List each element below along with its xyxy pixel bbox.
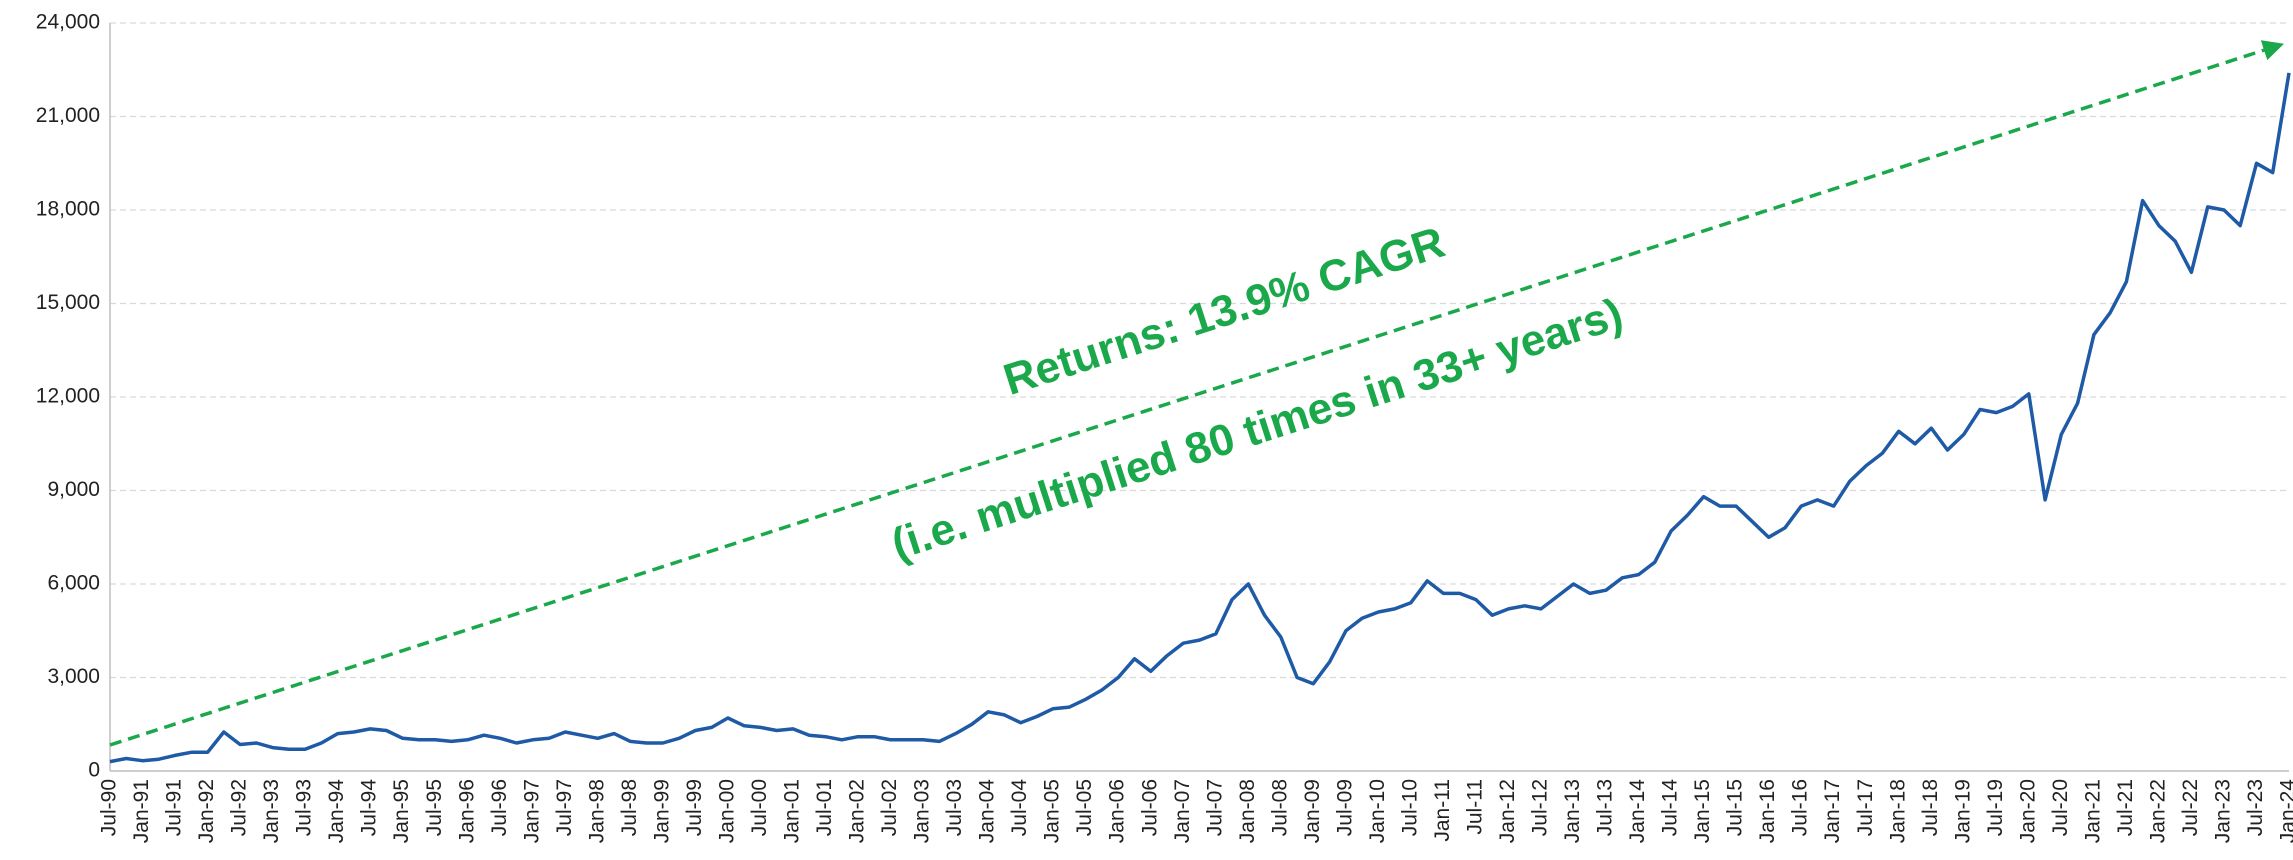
- x-tick-label: Jul-18: [1919, 779, 1942, 836]
- x-tick-label: Jan-99: [650, 779, 673, 843]
- x-tick-label: Jan-15: [1691, 779, 1714, 843]
- x-tick-label: Jan-97: [520, 779, 543, 843]
- x-tick-label: Jul-05: [1073, 779, 1096, 836]
- y-tick-label: 24,000: [36, 11, 100, 34]
- x-tick-label: Jan-92: [195, 779, 218, 843]
- x-tick-label: Jul-11: [1463, 779, 1486, 835]
- x-tick-label: Jan-04: [976, 779, 999, 844]
- x-tick-label: Jan-94: [325, 779, 348, 844]
- x-tick-label: Jul-90: [98, 779, 121, 836]
- x-tick-label: Jul-96: [488, 779, 511, 836]
- y-tick-label: 6,000: [47, 572, 100, 595]
- x-tick-label: Jul-08: [1268, 779, 1291, 836]
- x-tick-label: Jul-02: [878, 779, 901, 836]
- x-tick-label: Jan-14: [1626, 779, 1649, 844]
- x-tick-label: Jan-06: [1106, 779, 1129, 843]
- y-tick-label: 9,000: [47, 478, 100, 501]
- x-tick-label: Jan-03: [911, 779, 934, 843]
- x-tick-label: Jul-95: [423, 779, 446, 836]
- x-tick-label: Jan-01: [781, 779, 804, 843]
- x-tick-label: Jul-94: [358, 779, 381, 837]
- x-tick-label: Jan-19: [1951, 779, 1974, 843]
- y-tick-label: 21,000: [36, 104, 100, 127]
- x-tick-label: Jan-95: [390, 779, 413, 843]
- y-tick-label: 15,000: [36, 291, 100, 314]
- x-tick-label: Jul-93: [293, 779, 316, 836]
- x-tick-label: Jul-13: [1594, 779, 1617, 836]
- x-tick-label: Jul-09: [1333, 779, 1356, 836]
- y-tick-label: 12,000: [36, 385, 100, 408]
- x-tick-label: Jan-02: [846, 779, 869, 843]
- x-tick-label: Jan-12: [1496, 779, 1519, 843]
- data-line: [109, 72, 2291, 764]
- x-tick-label: Jul-92: [228, 779, 251, 836]
- x-tick-label: Jul-91: [163, 779, 186, 836]
- x-tick-label: Jul-99: [683, 779, 706, 836]
- x-tick-label: Jul-06: [1138, 779, 1161, 836]
- x-tick-label: Jul-20: [2049, 779, 2072, 836]
- x-tick-label: Jan-11: [1431, 779, 1454, 842]
- x-tick-label: Jul-01: [813, 779, 836, 836]
- x-tick-label: Jul-07: [1203, 779, 1226, 836]
- x-tick-label: Jul-12: [1529, 779, 1552, 836]
- y-tick-label: 0: [88, 759, 100, 782]
- x-tick-label: Jan-23: [2212, 779, 2235, 843]
- x-tick-label: Jul-16: [1789, 779, 1812, 836]
- x-tick-label: Jul-03: [943, 779, 966, 836]
- x-tick-label: Jan-05: [1041, 779, 1064, 843]
- y-tick-label: 18,000: [36, 198, 100, 221]
- x-tick-label: Jan-91: [130, 779, 153, 843]
- x-tick-label: Jan-17: [1821, 779, 1844, 843]
- x-tick-label: Jul-00: [748, 779, 771, 836]
- x-tick-label: Jan-24: [2277, 779, 2293, 844]
- x-tick-label: Jul-10: [1398, 779, 1421, 836]
- x-tick-label: Jul-17: [1854, 779, 1877, 836]
- x-tick-label: Jan-16: [1756, 779, 1779, 843]
- x-tick-label: Jan-08: [1236, 779, 1259, 843]
- x-tick-label: Jan-00: [715, 779, 738, 843]
- x-tick-label: Jul-21: [2114, 779, 2137, 836]
- x-tick-label: Jul-04: [1008, 779, 1031, 837]
- x-tick-label: Jan-10: [1366, 779, 1389, 843]
- x-tick-label: Jan-96: [455, 779, 478, 843]
- x-tick-label: Jul-19: [1984, 779, 2007, 836]
- x-tick-label: Jul-98: [618, 779, 641, 836]
- x-tick-label: Jan-18: [1886, 779, 1909, 843]
- x-tick-label: Jan-22: [2146, 779, 2169, 843]
- trend-arrow: [109, 40, 2284, 747]
- x-tick-label: Jan-20: [2016, 779, 2039, 843]
- x-tick-label: Jan-93: [260, 779, 283, 843]
- y-tick-label: 3,000: [47, 665, 100, 688]
- x-tick-label: Jan-09: [1301, 779, 1324, 843]
- x-tick-label: Jan-21: [2081, 779, 2104, 843]
- x-tick-label: Jul-14: [1659, 779, 1682, 837]
- annotation: (i.e. multiplied 80 times in 33+ years): [886, 289, 1629, 569]
- x-tick-label: Jul-15: [1724, 779, 1747, 836]
- x-tick-label: Jul-23: [2244, 779, 2267, 836]
- x-tick-label: Jul-97: [553, 779, 576, 836]
- x-tick-label: Jan-13: [1561, 779, 1584, 843]
- x-tick-label: Jul-22: [2179, 779, 2202, 836]
- x-tick-label: Jan-98: [585, 779, 608, 843]
- x-tick-label: Jan-07: [1171, 779, 1194, 843]
